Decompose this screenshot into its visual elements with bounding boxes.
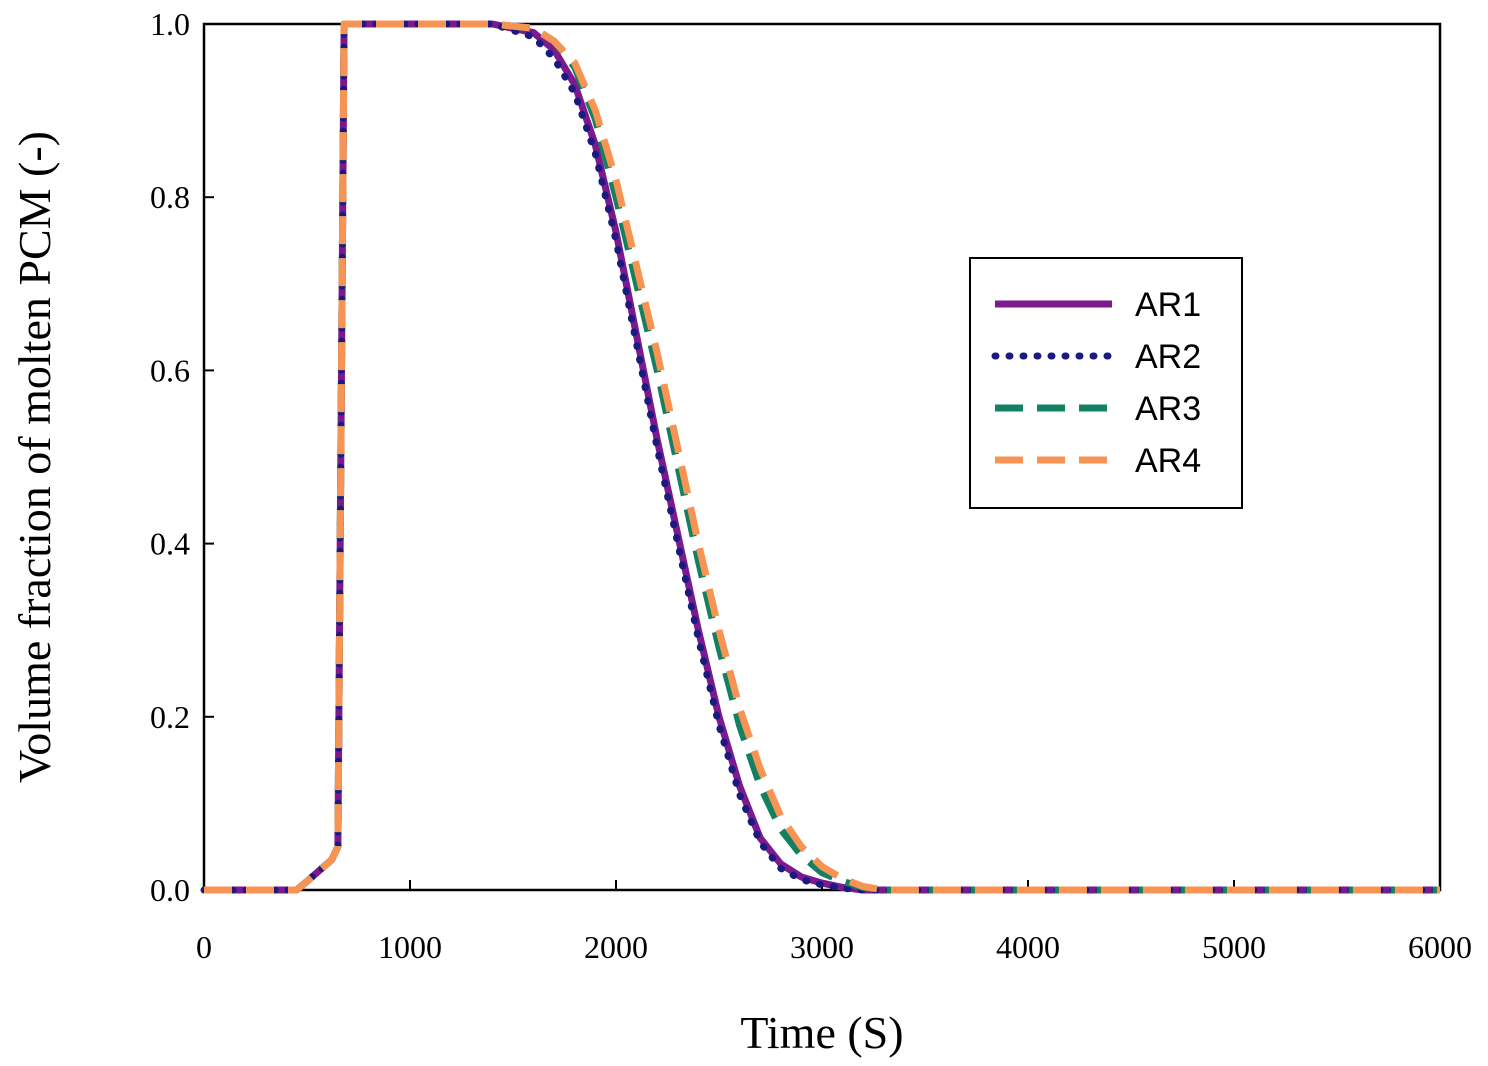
x-tick-label: 3000 bbox=[790, 929, 854, 965]
x-tick-label: 0 bbox=[196, 929, 212, 965]
legend-label-ar1: AR1 bbox=[1135, 286, 1201, 324]
legend: AR1 AR2 AR3 AR4 bbox=[969, 257, 1243, 509]
plot-frame bbox=[202, 22, 1442, 892]
x-tick-label: 4000 bbox=[996, 929, 1060, 965]
y-tick-label: 0.8 bbox=[150, 179, 190, 215]
legend-label-ar4: AR4 bbox=[1135, 442, 1201, 480]
legend-label-ar3: AR3 bbox=[1135, 390, 1201, 428]
x-axis-title: Time (S) bbox=[740, 1007, 903, 1058]
y-axis-title: Volume fraction of molten PCM (-) bbox=[9, 131, 60, 783]
y-tick-label: 1.0 bbox=[150, 6, 190, 42]
series-line-ar2 bbox=[200, 20, 1444, 894]
x-tick-label: 6000 bbox=[1408, 929, 1472, 965]
legend-label-ar2: AR2 bbox=[1135, 338, 1201, 376]
series-line-ar1 bbox=[204, 20, 1440, 894]
axis-ticks: 0 1000 2000 3000 4000 5000 6000 0.0 0.2 0.4 0.6 0.8… bbox=[150, 6, 1472, 965]
y-tick-label: 0.6 bbox=[150, 352, 190, 388]
y-tick-label: 0.4 bbox=[150, 526, 190, 562]
y-tick-label: 0.0 bbox=[150, 872, 190, 908]
y-tick-label: 0.2 bbox=[150, 699, 190, 735]
legend-box bbox=[969, 257, 1243, 509]
x-tick-label: 5000 bbox=[1202, 929, 1266, 965]
x-tick-label: 2000 bbox=[584, 929, 648, 965]
series-lines bbox=[200, 20, 1444, 894]
x-tick-label: 1000 bbox=[378, 929, 442, 965]
series-line-ar3 bbox=[204, 20, 1440, 894]
series-line-ar4 bbox=[204, 20, 1440, 894]
